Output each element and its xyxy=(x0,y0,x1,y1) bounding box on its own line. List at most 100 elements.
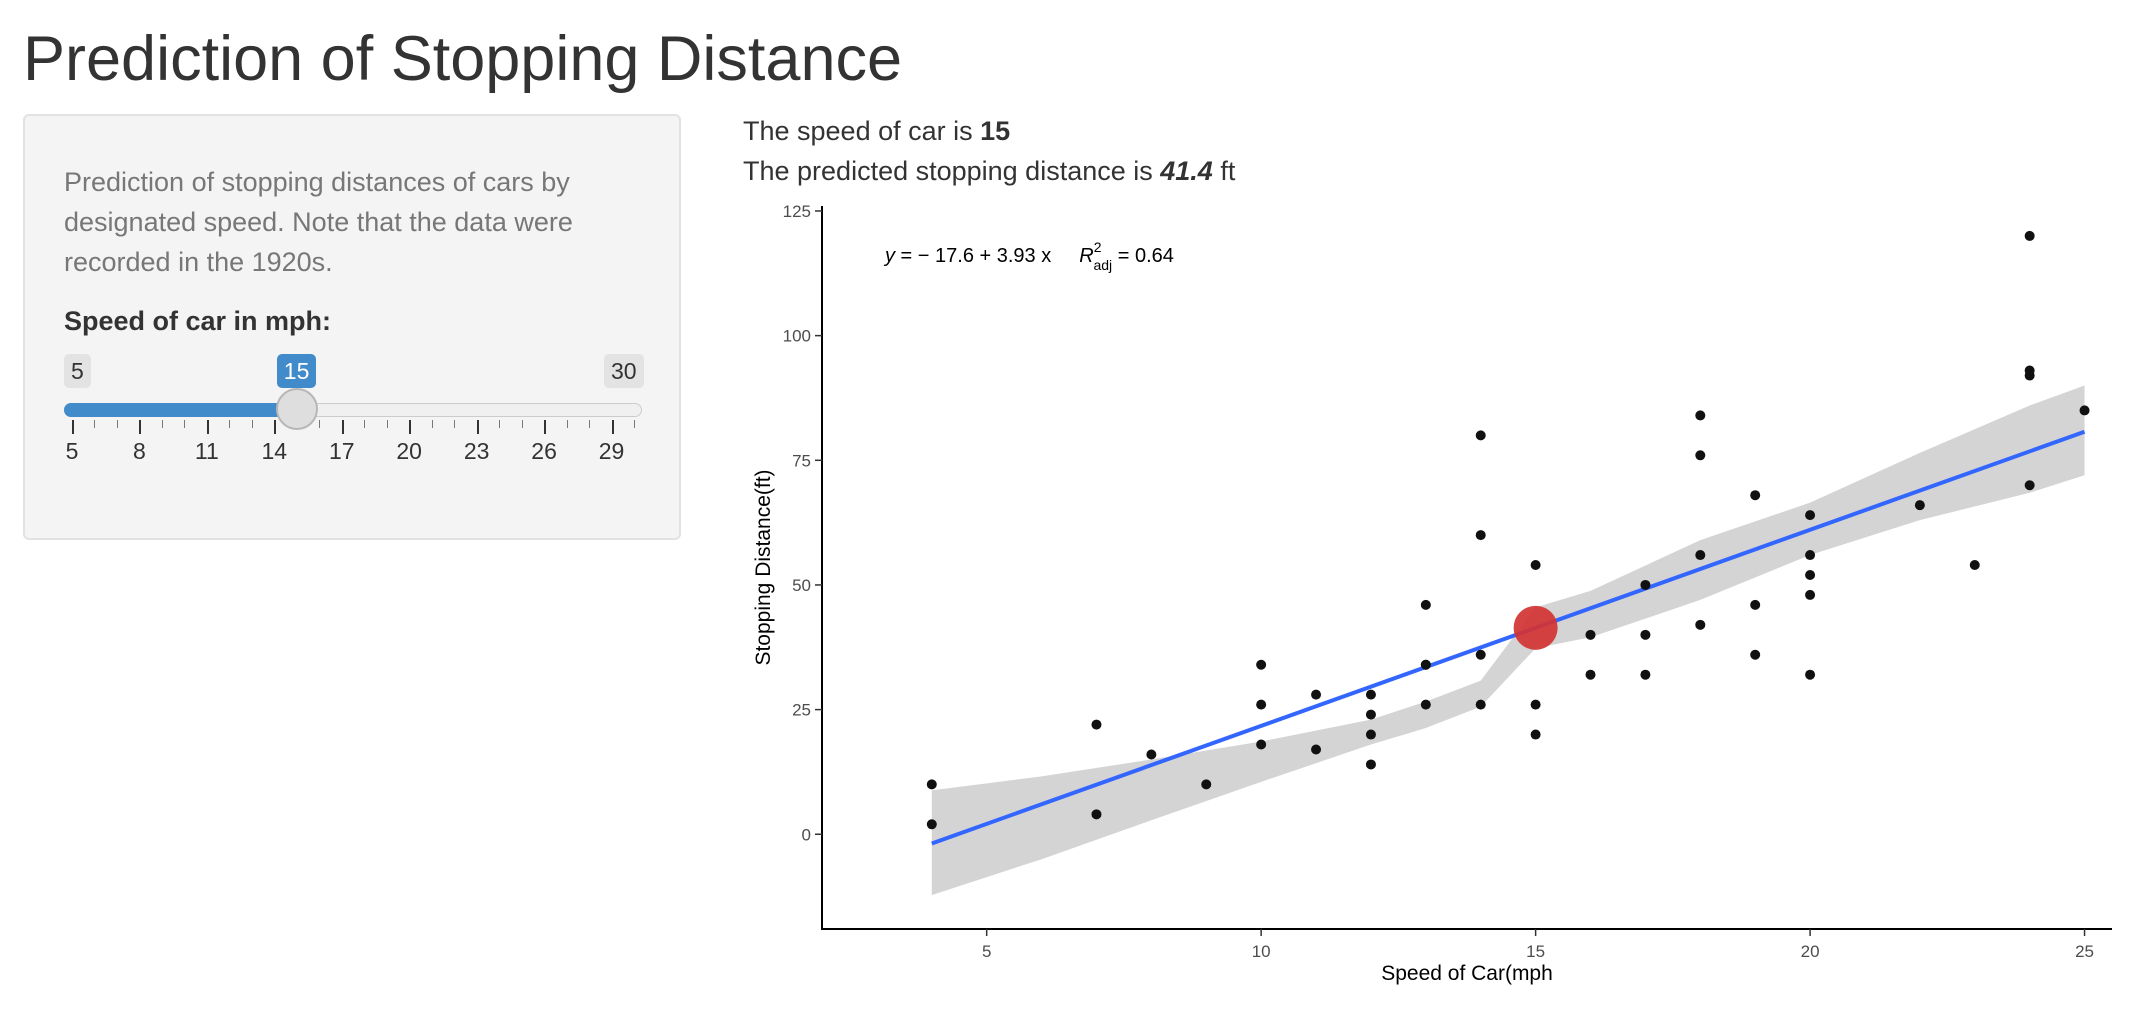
data-point xyxy=(2024,230,2035,241)
data-point xyxy=(1750,649,1761,660)
x-tick-label: 25 xyxy=(2075,942,2094,961)
data-point xyxy=(1365,689,1376,700)
data-point xyxy=(926,819,937,830)
r2-symbol: R xyxy=(1079,245,1093,267)
slider-tick-label: 17 xyxy=(328,438,355,464)
data-point xyxy=(1695,450,1706,461)
slider-major-tick xyxy=(139,420,142,434)
prediction-suffix: ft xyxy=(1212,156,1236,186)
prediction-value: 41.4 xyxy=(1160,156,1213,186)
data-point xyxy=(2079,405,2090,416)
data-point xyxy=(1365,709,1376,720)
regression-equation: y = − 17.6 + 3.93 x R2 adj = 0.64 xyxy=(883,239,1174,273)
slider-minor-tick xyxy=(431,420,433,428)
data-point xyxy=(1420,699,1431,710)
data-point xyxy=(1640,579,1651,590)
equation-lhs: y xyxy=(883,245,896,267)
r2-value: = 0.64 xyxy=(1112,245,1174,267)
slider-major-tick xyxy=(206,420,209,434)
speed-output: The speed of car is 15 xyxy=(743,116,1010,147)
slider-tick-label: 14 xyxy=(261,438,288,464)
slider-major-tick xyxy=(544,420,547,434)
slider-minor-tick xyxy=(634,420,635,428)
data-point xyxy=(1475,530,1486,541)
data-point xyxy=(1585,669,1596,680)
data-point xyxy=(1805,510,1816,521)
slider-minor-tick xyxy=(566,420,568,428)
slider-major-tick xyxy=(72,420,74,434)
slider-min-badge: 5 xyxy=(64,354,91,388)
data-point xyxy=(1311,744,1322,755)
y-tick-label: 100 xyxy=(783,327,811,346)
data-point xyxy=(1969,560,1980,571)
equation-rhs: = − 17.6 + 3.93 x xyxy=(895,245,1051,267)
data-point xyxy=(1256,699,1267,710)
slider-major-tick xyxy=(409,420,412,434)
x-axis-title: Speed of Car(mph xyxy=(1381,962,1553,985)
data-point xyxy=(1640,669,1651,680)
data-points-group xyxy=(926,230,2090,830)
data-point xyxy=(1256,659,1267,670)
slider-minor-tick xyxy=(116,420,118,428)
slider-tick-label: 20 xyxy=(396,438,422,464)
data-point xyxy=(1256,739,1267,750)
data-point xyxy=(1805,589,1816,600)
data-point xyxy=(1750,599,1761,610)
data-point xyxy=(1475,430,1486,441)
y-tick-label: 50 xyxy=(792,576,811,595)
slider-minor-tick xyxy=(521,420,523,428)
data-point xyxy=(1365,729,1376,740)
data-point xyxy=(1091,719,1102,730)
x-tick-label: 10 xyxy=(1252,942,1271,961)
slider-tick-label: 5 xyxy=(65,438,79,464)
page-title: Prediction of Stopping Distance xyxy=(23,24,903,94)
data-point xyxy=(2024,365,2035,376)
x-tick-label: 5 xyxy=(982,942,991,961)
slider-minor-tick xyxy=(364,420,366,428)
x-tick-label: 15 xyxy=(1526,942,1545,961)
chart-axes: 5 10 15 20 25 0 25 50 75 100 125 xyxy=(783,202,2112,961)
data-point xyxy=(1365,759,1376,770)
slider-tick-label: 26 xyxy=(531,438,557,464)
slider-minor-tick xyxy=(229,420,231,428)
regression-line-group xyxy=(931,429,2086,846)
slider-tick-label: 29 xyxy=(598,438,625,464)
slider-major-tick xyxy=(341,420,344,434)
slider-minor-tick xyxy=(251,420,253,428)
slider-minor-tick xyxy=(386,420,388,428)
stopping-distance-chart: 5 10 15 20 25 0 25 50 75 100 125 y = − 17.6 + 3.93… xyxy=(752,202,2112,985)
slider-tick-label: 23 xyxy=(463,438,490,464)
slider-max-badge: 30 xyxy=(604,354,644,388)
data-point xyxy=(1530,729,1541,740)
slider-minor-tick xyxy=(319,420,321,428)
slider-major-tick xyxy=(611,420,614,434)
data-point xyxy=(1914,500,1925,511)
data-point xyxy=(1695,619,1706,630)
x-tick-label: 20 xyxy=(1801,942,1820,961)
sidebar-panel: Prediction of stopping distances of cars… xyxy=(23,114,681,540)
slider-minor-tick xyxy=(589,420,591,428)
confidence-band xyxy=(931,385,2085,896)
data-point xyxy=(1201,779,1212,790)
data-point xyxy=(1695,410,1706,421)
slider-minor-tick xyxy=(161,420,163,428)
regression-line xyxy=(931,429,2086,846)
prediction-prefix: The predicted stopping distance is xyxy=(743,156,1161,186)
data-point xyxy=(1530,560,1541,571)
data-point xyxy=(1805,569,1816,580)
data-point xyxy=(1585,629,1596,640)
slider-label: Speed of car in mph: xyxy=(64,306,332,336)
confidence-band-group xyxy=(931,385,2085,896)
slider-minor-tick xyxy=(184,420,186,428)
slider-minor-tick xyxy=(499,420,501,428)
data-point xyxy=(1146,749,1157,760)
slider-minor-tick xyxy=(94,420,96,428)
slider-major-tick xyxy=(274,420,277,434)
sidebar-description: Prediction of stopping distances of cars… xyxy=(64,167,573,277)
slider-minor-tick xyxy=(454,420,456,428)
speed-slider-handle[interactable] xyxy=(275,388,318,430)
data-point xyxy=(1530,699,1541,710)
data-point xyxy=(1475,699,1486,710)
speed-prefix: The speed of car is xyxy=(743,116,981,146)
prediction-point xyxy=(1513,605,1558,650)
